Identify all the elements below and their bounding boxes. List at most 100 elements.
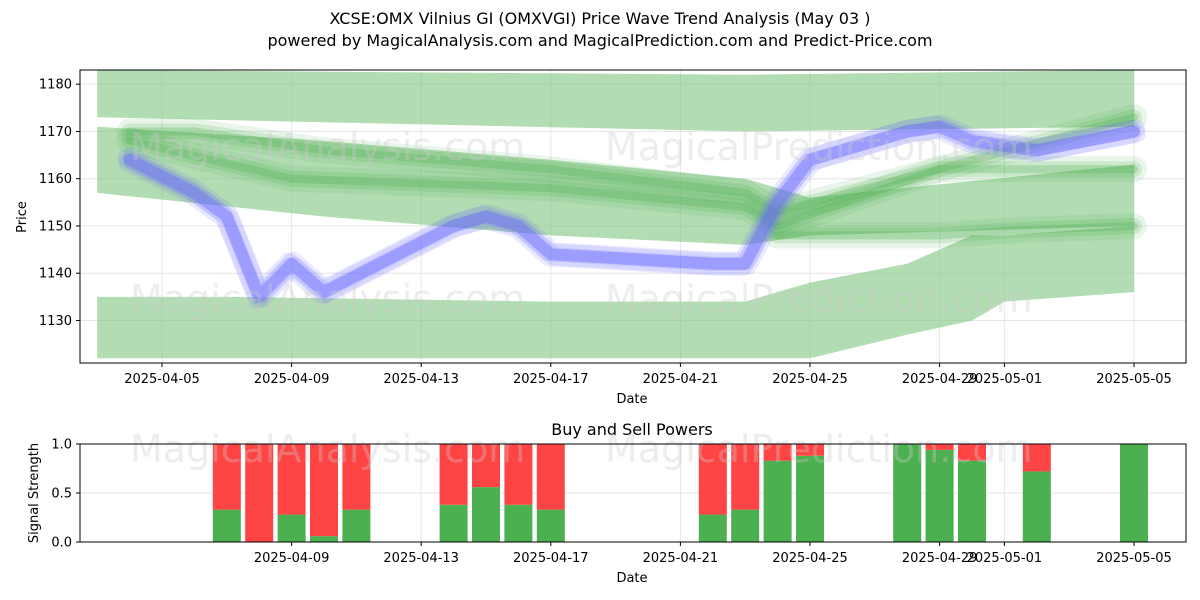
watermark-bottom-right: MagicalPrediction.com (605, 427, 1033, 471)
chart-title: XCSE:OMX Vilnius GI (OMXVGI) Price Wave … (329, 9, 871, 28)
buy-bar (731, 509, 760, 542)
trend-band (97, 70, 1135, 132)
sell-bar (472, 444, 500, 488)
buy-bar (893, 444, 922, 542)
buy-bar (958, 460, 986, 542)
price-x-tick-label: 2025-04-17 (513, 372, 589, 387)
signal-y-axis-label: Signal Strength (27, 443, 42, 543)
price-axes-frame (79, 69, 1187, 364)
price-y-ticks: 1130 1140 1150 1160 1170 1180 (39, 78, 80, 329)
price-waves (117, 114, 1146, 309)
sell-bar (245, 444, 274, 542)
watermark-bottom-left: MagicalAnalysis.com (130, 427, 525, 471)
buy-bar (310, 536, 338, 542)
trend-line-1 (125, 136, 1138, 230)
buy-bar (504, 504, 533, 542)
sell-bar (536, 444, 565, 510)
sell-bar (731, 444, 760, 510)
signal-panel-title: Buy and Sell Powers (551, 420, 713, 439)
price-x-axis-label: Date (616, 392, 647, 407)
sell-bar (342, 444, 371, 510)
buy-bar (796, 455, 824, 542)
signal-x-tick-label: 2025-05-01 (967, 551, 1043, 566)
watermark-top-left: MagicalAnalysis.com (130, 125, 525, 169)
signal-x-tick-label: 2025-04-17 (513, 551, 589, 566)
price-y-axis-label: Price (15, 201, 30, 233)
price-y-tick-label: 1140 (39, 267, 72, 282)
signal-y-tick-label: 0.0 (51, 536, 72, 551)
trend-line-1 (116, 127, 1147, 239)
signal-x-axis-label: Date (616, 571, 647, 586)
trend-band (97, 225, 1135, 359)
price-wave-line (117, 115, 1140, 304)
signal-bars (212, 444, 1148, 542)
trend-lines (116, 104, 1147, 249)
watermark-top-right: MagicalPrediction.com (605, 125, 1033, 169)
sell-bar (504, 444, 533, 505)
price-x-tick-label: 2025-04-13 (383, 372, 459, 387)
signal-panel: Buy and Sell Powers MagicalAnalysis.com … (27, 420, 1187, 586)
sell-bar (1022, 444, 1051, 472)
signal-x-tick-label: 2025-04-25 (772, 551, 848, 566)
signal-x-tick-label: 2025-04-21 (643, 551, 719, 566)
signal-y-ticks: 0.0 0.5 1.0 (51, 438, 80, 551)
buy-bar (1022, 471, 1051, 542)
sell-bar (763, 444, 792, 461)
price-y-tick-label: 1150 (39, 219, 72, 234)
price-y-tick-label: 1170 (39, 125, 72, 140)
trend-line-2 (764, 212, 1147, 249)
wide-trend-bands (97, 70, 1135, 359)
price-x-tick-label: 2025-04-21 (643, 372, 719, 387)
price-x-tick-label: 2025-05-05 (1096, 372, 1172, 387)
trend-line-0 (116, 104, 1147, 225)
watermark-mid-left: MagicalAnalysis.com (130, 277, 525, 321)
signal-x-tick-label: 2025-04-13 (383, 551, 459, 566)
trend-line-2 (769, 217, 1142, 244)
price-panel: MagicalAnalysis.com MagicalPrediction.co… (15, 69, 1187, 407)
signal-y-tick-label: 0.5 (51, 487, 72, 502)
signal-y-tick-label: 1.0 (51, 438, 72, 453)
buy-bar (698, 514, 727, 542)
price-x-tick-label: 2025-04-29 (902, 372, 978, 387)
sell-bar (698, 444, 727, 515)
buy-bar (925, 449, 954, 542)
price-x-tick-label: 2025-04-05 (124, 372, 200, 387)
chart-subtitle: powered by MagicalAnalysis.com and Magic… (267, 31, 933, 50)
trend-line-2 (773, 221, 1138, 240)
buy-bar (342, 509, 371, 542)
price-wave-line (123, 120, 1140, 303)
price-x-ticks: 2025-04-05 2025-04-09 2025-04-13 2025-04-17… (124, 363, 1172, 387)
signal-x-tick-label: 2025-04-09 (254, 551, 330, 566)
sell-bar (925, 444, 954, 450)
sell-bar (958, 444, 986, 461)
sell-bar (439, 444, 468, 505)
signal-x-ticks: 2025-04-09 2025-04-13 2025-04-17 2025-04-21… (254, 542, 1172, 566)
watermark-mid-right: MagicalPrediction.com (605, 277, 1033, 321)
price-y-tick-label: 1180 (39, 78, 72, 93)
price-y-tick-label: 1130 (39, 314, 72, 329)
price-wave-line (123, 119, 1146, 308)
trend-band (97, 126, 1135, 245)
buy-bar (439, 504, 468, 542)
trend-line-0 (125, 113, 1138, 216)
buy-bar (1120, 444, 1148, 542)
signal-x-tick-label: 2025-04-29 (902, 551, 978, 566)
price-x-tick-label: 2025-04-25 (772, 372, 848, 387)
trend-line-0 (121, 109, 1142, 220)
sell-bar (796, 444, 824, 456)
price-wave-line (122, 114, 1145, 303)
price-wave-line (118, 120, 1141, 309)
sell-bar (310, 444, 338, 537)
sell-bar (277, 444, 306, 515)
buy-bar (212, 509, 241, 542)
buy-bar (536, 509, 565, 542)
price-x-tick-label: 2025-05-01 (967, 372, 1043, 387)
buy-bar (277, 514, 306, 542)
price-x-tick-label: 2025-04-09 (254, 372, 330, 387)
trend-line-1 (121, 132, 1142, 234)
buy-bar (763, 460, 792, 542)
sell-bar (212, 444, 241, 510)
buy-bar (472, 487, 500, 542)
price-y-tick-label: 1160 (39, 172, 72, 187)
